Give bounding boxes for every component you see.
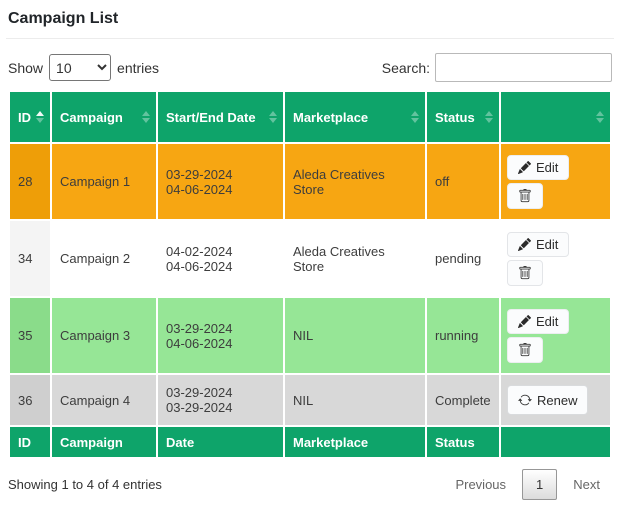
footer-column-status: Status bbox=[427, 427, 499, 457]
sort-icon bbox=[269, 111, 277, 123]
start-date: 03-29-2024 bbox=[166, 166, 233, 182]
cell-campaign: Campaign 2 bbox=[52, 221, 156, 296]
cell-marketplace: Aleda Creatives Store bbox=[285, 144, 425, 219]
trash-icon bbox=[519, 188, 531, 202]
cell-dates: 03-29-2024 04-06-2024 bbox=[158, 144, 283, 219]
edit-button[interactable]: Edit bbox=[507, 154, 570, 180]
table-header-row: ID Campaign Start/End Date Marketplace S… bbox=[10, 92, 610, 142]
pencil-icon bbox=[518, 237, 531, 251]
footer-column-date: Date bbox=[158, 427, 283, 457]
delete-button[interactable] bbox=[507, 259, 543, 286]
column-header-actions[interactable] bbox=[501, 92, 610, 142]
column-header-id[interactable]: ID bbox=[10, 92, 50, 142]
sort-icon bbox=[596, 111, 604, 123]
table-footer-row: ID Campaign Date Marketplace Status bbox=[10, 427, 610, 457]
renew-button-label: Renew bbox=[537, 392, 578, 408]
delete-button[interactable] bbox=[507, 182, 543, 209]
end-date: 04-06-2024 bbox=[166, 258, 233, 274]
search-control: Search: bbox=[382, 53, 612, 82]
cell-marketplace: NIL bbox=[285, 298, 425, 373]
refresh-icon bbox=[518, 394, 532, 406]
start-date: 04-02-2024 bbox=[166, 243, 233, 259]
footer-column-id: ID bbox=[10, 427, 50, 457]
end-date: 04-06-2024 bbox=[166, 335, 233, 351]
edit-button[interactable]: Edit bbox=[507, 308, 570, 334]
edit-button-label: Edit bbox=[536, 313, 559, 329]
start-date: 03-29-2024 bbox=[166, 320, 233, 336]
table-row-campaign-2: 34 Campaign 2 04-02-2024 04-06-2024 Aled… bbox=[10, 221, 610, 296]
page-title: Campaign List bbox=[8, 10, 119, 27]
column-header-status[interactable]: Status bbox=[427, 92, 499, 142]
campaign-table: ID Campaign Start/End Date Marketplace S… bbox=[8, 90, 612, 459]
delete-button[interactable] bbox=[507, 336, 543, 363]
pagination-previous[interactable]: Previous bbox=[455, 477, 507, 492]
footer-column-actions bbox=[501, 427, 610, 457]
edit-button-label: Edit bbox=[536, 236, 559, 252]
pagination-page-1[interactable]: 1 bbox=[522, 469, 558, 500]
cell-actions: Renew bbox=[501, 375, 610, 425]
footer-column-campaign: Campaign bbox=[52, 427, 156, 457]
sort-icon bbox=[142, 111, 150, 123]
end-date: 03-29-2024 bbox=[166, 400, 233, 415]
cell-status: off bbox=[427, 144, 499, 219]
table-info: Showing 1 to 4 of 4 entries bbox=[8, 477, 162, 492]
cell-status: pending bbox=[427, 221, 499, 296]
column-header-label: Status bbox=[435, 109, 475, 125]
pagination: Previous 1 Next bbox=[443, 469, 612, 500]
sort-icon bbox=[411, 111, 419, 123]
page-length-control: Show 10 entries bbox=[8, 54, 159, 81]
column-header-campaign[interactable]: Campaign bbox=[52, 92, 156, 142]
page-length-select[interactable]: 10 bbox=[49, 54, 112, 81]
column-header-label: Campaign bbox=[60, 109, 123, 125]
pencil-icon bbox=[518, 160, 531, 174]
cell-id: 34 bbox=[10, 221, 50, 296]
table-row-campaign-1: 28 Campaign 1 03-29-2024 04-06-2024 Aled… bbox=[10, 144, 610, 219]
renew-button[interactable]: Renew bbox=[507, 385, 589, 415]
cell-status: Complete bbox=[427, 375, 499, 425]
divider bbox=[6, 38, 614, 39]
end-date: 04-06-2024 bbox=[166, 181, 233, 197]
cell-actions: Edit bbox=[501, 298, 610, 373]
column-header-label: ID bbox=[18, 109, 31, 125]
edit-button-label: Edit bbox=[536, 159, 559, 175]
cell-campaign: Campaign 4 bbox=[52, 375, 156, 425]
bottom-bar: Showing 1 to 4 of 4 entries Previous 1 N… bbox=[8, 469, 612, 500]
cell-id: 28 bbox=[10, 144, 50, 219]
show-label: Show bbox=[8, 59, 44, 76]
cell-marketplace: NIL bbox=[285, 375, 425, 425]
cell-actions: Edit bbox=[501, 144, 610, 219]
cell-id: 36 bbox=[10, 375, 50, 425]
column-header-label: Marketplace bbox=[293, 109, 369, 125]
column-header-label: Start/End Date bbox=[166, 109, 256, 125]
start-date: 03-29-2024 bbox=[166, 385, 233, 400]
cell-dates: 04-02-2024 04-06-2024 bbox=[158, 221, 283, 296]
pencil-icon bbox=[518, 314, 531, 328]
footer-column-marketplace: Marketplace bbox=[285, 427, 425, 457]
table-row-campaign-3: 35 Campaign 3 03-29-2024 04-06-2024 NIL … bbox=[10, 298, 610, 373]
pagination-next[interactable]: Next bbox=[573, 477, 600, 492]
cell-dates: 03-29-2024 03-29-2024 bbox=[158, 375, 283, 425]
cell-campaign: Campaign 3 bbox=[52, 298, 156, 373]
column-header-marketplace[interactable]: Marketplace bbox=[285, 92, 425, 142]
table-controls: Show 10 entries Search: bbox=[8, 53, 612, 82]
cell-campaign: Campaign 1 bbox=[52, 144, 156, 219]
entries-label: entries bbox=[117, 59, 160, 76]
cell-dates: 03-29-2024 04-06-2024 bbox=[158, 298, 283, 373]
sort-icon bbox=[36, 111, 44, 123]
trash-icon bbox=[519, 342, 531, 356]
trash-icon bbox=[519, 265, 531, 279]
column-header-start-end-date[interactable]: Start/End Date bbox=[158, 92, 283, 142]
search-input[interactable] bbox=[435, 53, 612, 82]
cell-actions: Edit bbox=[501, 221, 610, 296]
search-label: Search: bbox=[381, 59, 430, 76]
edit-button[interactable]: Edit bbox=[507, 231, 570, 257]
cell-id: 35 bbox=[10, 298, 50, 373]
sort-icon bbox=[485, 111, 493, 123]
cell-marketplace: Aleda Creatives Store bbox=[285, 221, 425, 296]
cell-status: running bbox=[427, 298, 499, 373]
table-row-campaign-4: 36 Campaign 4 03-29-2024 03-29-2024 NIL … bbox=[10, 375, 610, 425]
